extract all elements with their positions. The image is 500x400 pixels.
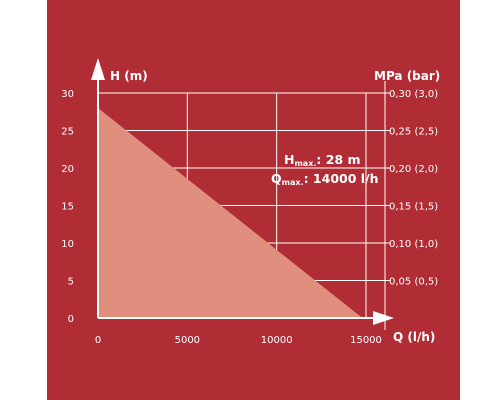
y2-tick-label: 0,15 (1,5) bbox=[389, 202, 438, 213]
hmax-annotation: Hmax.: 28 m bbox=[284, 152, 361, 168]
x-tick-label: 10000 bbox=[261, 335, 293, 346]
hmax-subscript: max. bbox=[294, 159, 316, 168]
x-tick-label: 15000 bbox=[350, 335, 382, 346]
y-tick-label: 5 bbox=[68, 277, 74, 288]
y-tick-label: 20 bbox=[61, 164, 74, 175]
hmax-value: : 28 m bbox=[316, 152, 360, 167]
y2-tick-label: 0,10 (1,0) bbox=[389, 239, 438, 250]
y-tick-label: 30 bbox=[61, 89, 74, 100]
y-tick-label: 10 bbox=[61, 239, 74, 250]
x-tick-label: 5000 bbox=[175, 335, 200, 346]
y2-tick-label: 0,05 (0,5) bbox=[389, 277, 438, 288]
tick-labels: 0 5 10 15 20 25 30 0 5000 10000 15000 0,05 (0,5) 0,1… bbox=[61, 89, 438, 346]
y-tick-label: 0 bbox=[68, 314, 74, 325]
x-axis-title: Q (l/h) bbox=[393, 330, 435, 344]
y-axis-arrow bbox=[91, 58, 105, 80]
y2-tick-label: 0,20 (2,0) bbox=[389, 164, 438, 175]
x-axis-arrow bbox=[373, 311, 394, 325]
y2-tick-label: 0,25 (2,5) bbox=[389, 127, 438, 138]
y-tick-label: 15 bbox=[61, 202, 74, 213]
performance-area bbox=[98, 108, 363, 318]
y2-axis-title: MPa (bar) bbox=[374, 69, 440, 83]
hmax-letter: H bbox=[284, 152, 294, 167]
qmax-letter: Q bbox=[271, 171, 282, 186]
y2-tick-label: 0,30 (3,0) bbox=[389, 89, 438, 100]
y-tick-label: 25 bbox=[61, 127, 74, 138]
x-tick-label: 0 bbox=[95, 335, 101, 346]
qmax-value: : 14000 l/h bbox=[304, 171, 379, 186]
axes bbox=[91, 58, 394, 330]
qmax-annotation: Qmax.: 14000 l/h bbox=[271, 171, 379, 187]
y-axis-title: H (m) bbox=[110, 69, 148, 83]
qmax-subscript: max. bbox=[282, 178, 304, 187]
